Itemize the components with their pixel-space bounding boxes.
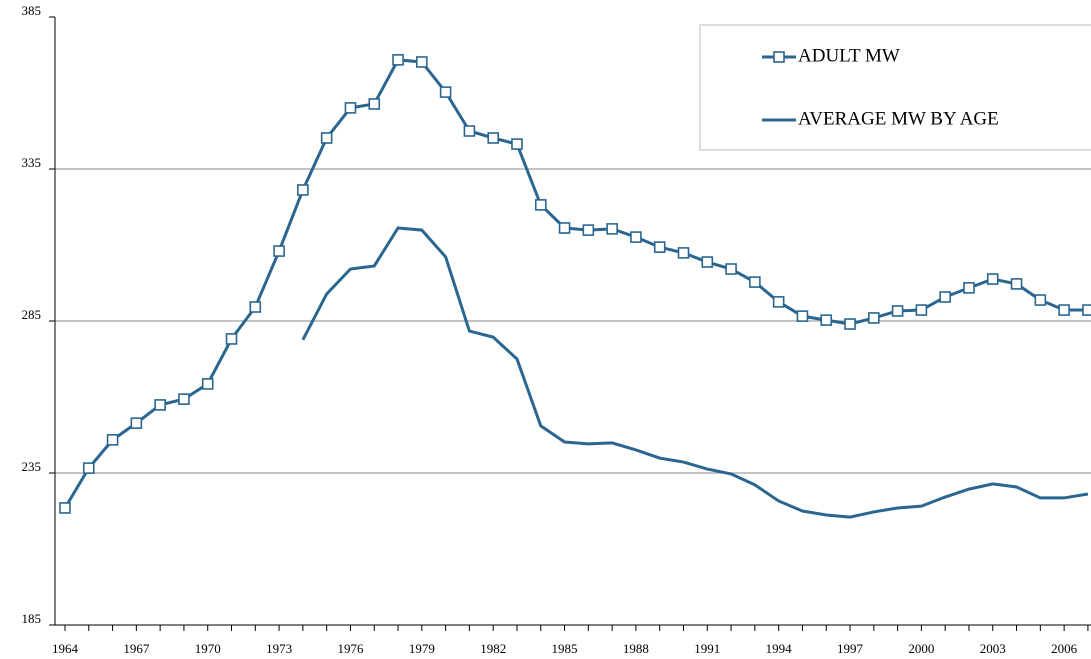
marker (701, 256, 714, 268)
marker (225, 333, 238, 345)
marker (606, 223, 618, 235)
marker (986, 273, 999, 285)
x-tick-label: 1988 (623, 641, 649, 656)
marker (1034, 294, 1047, 306)
marker (249, 301, 262, 313)
x-tick-label: 1967 (123, 641, 150, 656)
marker (392, 54, 404, 66)
marker (201, 378, 214, 390)
x-tick-label: 1964 (52, 641, 79, 656)
x-tick-label: 1970 (195, 641, 221, 656)
marker (844, 318, 856, 330)
marker (963, 282, 975, 294)
marker (558, 222, 571, 234)
marker (320, 132, 333, 144)
marker (653, 241, 666, 253)
marker (582, 224, 595, 236)
series-line (301, 226, 1089, 519)
y-tick-label: 185 (22, 611, 42, 626)
legend-marker (773, 51, 785, 63)
marker (772, 296, 785, 308)
x-tick-label: 2006 (1051, 641, 1078, 656)
x-tick-label: 1973 (266, 641, 292, 656)
x-tick-label: 1991 (694, 641, 720, 656)
marker (796, 310, 809, 322)
x-tick-label: 2000 (908, 641, 934, 656)
y-tick-label: 335 (22, 155, 42, 170)
legend-label: AVERAGE MW BY AGE (798, 108, 999, 129)
marker (630, 231, 642, 243)
marker (820, 314, 833, 326)
x-tick-label: 1979 (409, 641, 435, 656)
marker (368, 98, 381, 110)
marker (487, 132, 499, 144)
marker (344, 102, 357, 114)
marker (130, 417, 143, 429)
x-tick-label: 1997 (837, 641, 864, 656)
marker (82, 462, 95, 474)
marker (273, 245, 285, 257)
marker (534, 199, 547, 211)
x-tick-label: 2003 (980, 641, 1006, 656)
marker (154, 399, 166, 411)
marker (106, 434, 119, 446)
marker (677, 247, 690, 259)
x-tick-label: 1982 (480, 641, 506, 656)
legend-box (699, 24, 1091, 151)
legend-label: ADULT MW (798, 45, 900, 66)
marker (749, 276, 761, 288)
marker (891, 305, 904, 317)
y-tick-label: 285 (22, 307, 42, 322)
marker (1058, 304, 1070, 316)
marker (868, 312, 880, 324)
marker (915, 304, 928, 316)
marker (59, 502, 71, 514)
marker (1010, 278, 1023, 290)
marker (939, 291, 951, 303)
y-tick-label: 385 (22, 3, 42, 18)
marker (725, 263, 737, 275)
marker (463, 125, 476, 137)
y-tick-label: 235 (22, 459, 42, 474)
marker (1082, 304, 1091, 316)
marker (511, 138, 523, 150)
x-tick-label: 1976 (337, 641, 364, 656)
x-tick-label: 1985 (552, 641, 578, 656)
x-tick-label: 1994 (766, 641, 793, 656)
marker (416, 56, 428, 68)
marker (297, 184, 309, 196)
marker (439, 86, 452, 98)
marker (178, 393, 190, 405)
